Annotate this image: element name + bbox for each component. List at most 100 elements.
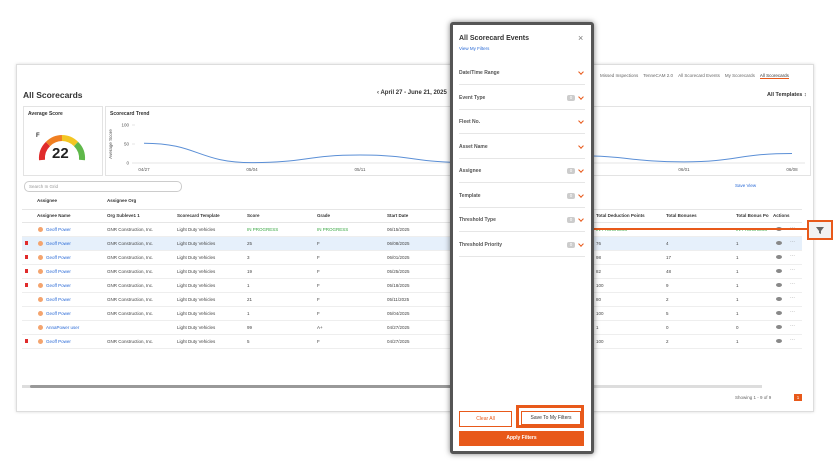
tab[interactable]: My Scorecards — [724, 73, 755, 78]
column-header[interactable]: Total Bonuses — [666, 213, 697, 218]
grid-cell: F — [317, 241, 320, 246]
view-action[interactable] — [776, 283, 782, 287]
grid-cell: F — [317, 283, 320, 288]
save-filters-button[interactable]: Save To My Filters — [521, 411, 581, 425]
grid-cell: 1 — [736, 339, 739, 344]
tab[interactable]: Missed Inspections — [600, 73, 639, 78]
view-action[interactable] — [776, 255, 782, 259]
scroll-thumb[interactable] — [30, 385, 590, 388]
chevron[interactable] — [578, 69, 584, 75]
filter-item-label[interactable]: Threshold Priority — [459, 241, 503, 248]
grid-cell: Geoff Power — [46, 283, 71, 288]
grid-cell: 05/25/2025 — [387, 269, 410, 274]
view-action[interactable] — [776, 311, 782, 315]
grid-cell: Light Duty Vehicles — [177, 339, 216, 344]
column-header[interactable]: Assignee Name — [37, 213, 71, 218]
avatar — [38, 297, 43, 302]
gauge-arc — [38, 141, 51, 161]
more-action[interactable]: ⋯ — [790, 253, 795, 259]
grid-cell: 1 — [596, 325, 599, 330]
more-action[interactable]: ⋯ — [790, 323, 795, 329]
group-chip[interactable]: Assignee Org — [107, 198, 137, 203]
search-input[interactable]: Search In Grid — [24, 181, 182, 192]
scrollbar[interactable] — [22, 385, 762, 388]
gauge-arc — [45, 135, 63, 147]
separator — [459, 206, 585, 208]
chevron[interactable] — [578, 191, 584, 198]
grid-cell: 1 — [736, 297, 739, 302]
column-header[interactable]: Start Date — [387, 213, 409, 218]
filter-item-label[interactable]: Event Type — [459, 94, 486, 101]
grid-cell: 3 — [247, 255, 250, 260]
grid-cell: Light Duty Vehicles — [177, 241, 216, 246]
tab[interactable]: All Scorecard Events — [678, 73, 720, 78]
grid-cell: GNR Construction, Inc. — [107, 339, 154, 344]
view-action[interactable] — [776, 339, 782, 343]
page-summary: Showing 1 - 9 of 9 — [735, 395, 772, 400]
grid-cell: 1 — [736, 269, 739, 274]
more-action[interactable]: ⋯ — [790, 281, 795, 287]
view-action[interactable] — [776, 297, 782, 301]
avatar — [38, 325, 43, 330]
column-header[interactable]: Total Deduction Points — [596, 213, 645, 218]
column-header[interactable]: Actions — [773, 213, 790, 218]
grid-cell: 05/18/2025 — [387, 283, 410, 288]
grid-cell: 99 — [247, 325, 253, 330]
page-title: All Scorecards — [23, 90, 83, 100]
filter-panel: All Scorecard Events × View My Filters D… — [450, 22, 594, 454]
view-action[interactable] — [776, 325, 782, 329]
view-action[interactable] — [776, 269, 782, 273]
highlight-box — [516, 405, 584, 428]
grid-cell: GNR Construction, Inc. — [107, 241, 154, 246]
filter-item-label[interactable]: Assignee — [459, 168, 482, 174]
chevron[interactable] — [578, 216, 584, 222]
column-header[interactable]: Org Subleve1 1 — [107, 213, 140, 218]
y-tick-label: 100 — [121, 123, 129, 128]
grid-cell: 5 — [247, 339, 250, 344]
chevron[interactable] — [578, 240, 584, 247]
filter-item-label[interactable]: Fleet No. — [459, 119, 481, 125]
separator — [459, 84, 585, 85]
date-range[interactable]: ‹ April 27 - June 21, 2025 — [377, 90, 447, 96]
grid-cell: F — [317, 339, 320, 344]
chevron[interactable] — [578, 167, 584, 173]
view-my-filters[interactable]: View My Filters — [459, 46, 490, 51]
column-header[interactable]: Scorecard Template — [177, 213, 220, 218]
chevron[interactable] — [578, 93, 584, 100]
apply-button[interactable]: Apply Filters — [459, 431, 584, 446]
grid-cell: 5 — [666, 311, 669, 316]
callout-line — [580, 228, 808, 230]
group-chip[interactable]: Assignee — [37, 198, 58, 203]
filter-item-label[interactable]: Asset Name — [459, 143, 488, 150]
chevron[interactable] — [578, 142, 584, 149]
grade: F — [36, 133, 40, 139]
grid-cell: Light Duty Vehicles — [177, 283, 216, 288]
column-header[interactable]: Total Bonus Po — [736, 213, 769, 218]
clear-button[interactable]: Clear All — [459, 411, 512, 427]
column-header[interactable]: Grade — [317, 213, 331, 218]
column-header[interactable]: Score — [247, 213, 260, 218]
grid-cell: GNR Construction, Inc. — [107, 227, 154, 232]
view-action[interactable] — [776, 241, 782, 245]
grid-cell: Light Duty Vehicles — [177, 227, 216, 232]
more-action[interactable]: ⋯ — [790, 267, 795, 273]
x-tick-label: 06/08 — [786, 167, 798, 172]
page-button[interactable]: 1 — [794, 394, 802, 401]
more-action[interactable]: ⋯ — [790, 309, 795, 315]
close-button[interactable]: × — [578, 33, 584, 43]
tab[interactable]: All Scorecards — [759, 73, 789, 79]
filter-item-label[interactable]: Date/Time Range — [459, 70, 500, 76]
more-action[interactable]: ⋯ — [790, 239, 795, 245]
separator — [459, 157, 585, 159]
tab[interactable]: TenneCAM 2.0 — [643, 73, 674, 78]
chevron[interactable] — [578, 118, 584, 124]
filter-item-label[interactable]: Threshold Type — [459, 217, 496, 223]
filter-button[interactable] — [807, 220, 833, 240]
more-action[interactable]: ⋯ — [790, 295, 795, 301]
more-action[interactable]: ⋯ — [790, 337, 795, 343]
grid-cell: 76 — [596, 241, 602, 246]
template-select[interactable]: All Templates ↕ — [767, 92, 807, 98]
save-view[interactable]: Save View — [735, 183, 757, 188]
filter-item-label[interactable]: Template — [459, 192, 481, 199]
